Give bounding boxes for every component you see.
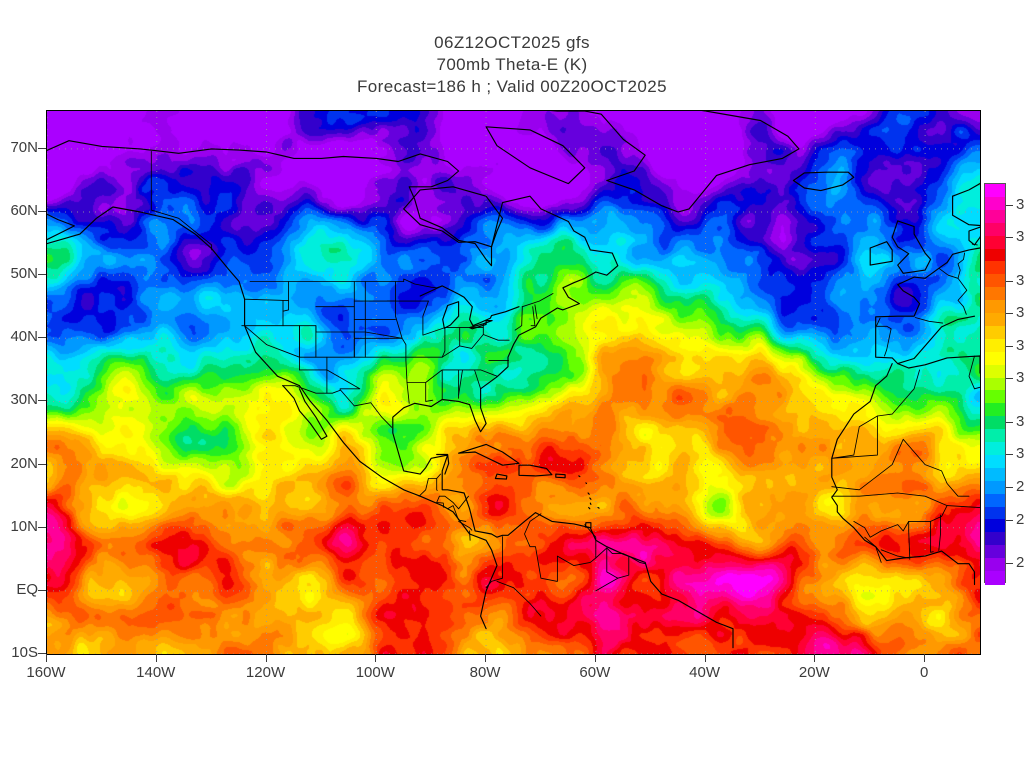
longitude-axis: 160W 140W 120W 100W 80W 60W 40W 20W 0 bbox=[0, 654, 1024, 694]
latitude-tick-label: 40N bbox=[10, 328, 38, 346]
colorbar-band bbox=[985, 519, 1005, 533]
colorbar-band bbox=[985, 377, 1005, 392]
colorbar-band bbox=[985, 325, 1005, 340]
latitude-tick-label: 50N bbox=[10, 265, 38, 283]
colorbar-band bbox=[985, 403, 1005, 417]
longitude-tick-label: 160W bbox=[26, 664, 66, 681]
latitude-tick-label: 10S bbox=[11, 644, 38, 661]
colorbar-tick-label: 276 bbox=[1016, 554, 1024, 572]
colorbar-ticks bbox=[1006, 183, 1013, 583]
colorbar-tick-label: 375 bbox=[1016, 195, 1024, 213]
colorbar-band bbox=[985, 429, 1005, 443]
map-gridlines bbox=[47, 111, 980, 654]
colorbar-band bbox=[985, 545, 1005, 559]
colorbar-band bbox=[985, 390, 1005, 404]
longitude-tick-label: 80W bbox=[469, 664, 501, 681]
title-line-variable: 700mb Theta-E (K) bbox=[436, 55, 588, 74]
colorbar-band bbox=[985, 287, 1005, 301]
latitude-tick-label: 60N bbox=[10, 202, 38, 220]
longitude-tick-label: 40W bbox=[689, 664, 720, 681]
colorbar-band bbox=[985, 274, 1005, 288]
colorbar-tick-label: 315 bbox=[1016, 412, 1024, 430]
latitude-tick-label: 70N bbox=[10, 138, 38, 156]
theta-e-field bbox=[47, 111, 980, 654]
colorbar-band bbox=[985, 364, 1005, 379]
colorbar-band bbox=[985, 480, 1005, 495]
colorbar-tick-label: 366 bbox=[1016, 228, 1024, 246]
longitude-tick-label: 20W bbox=[798, 664, 830, 681]
colorbar-band bbox=[985, 300, 1005, 314]
colorbar-band bbox=[985, 313, 1005, 327]
longitude-tick-label: 60W bbox=[579, 664, 611, 681]
colorbar-band bbox=[985, 209, 1005, 224]
colorbar-tick-label: 354 bbox=[1016, 271, 1024, 289]
latitude-tick-label: 10N bbox=[10, 517, 38, 535]
latitude-tick-label: 20N bbox=[10, 454, 38, 472]
colorbar-tick-label: 327 bbox=[1016, 369, 1024, 387]
weather-map-plot[interactable] bbox=[46, 110, 981, 655]
chart-title-block: 06Z12OCT2025 gfs 700mb Theta-E (K) Forec… bbox=[0, 32, 1024, 98]
colorbar-band bbox=[985, 338, 1005, 353]
longitude-tick-label: 100W bbox=[355, 664, 395, 681]
colorbar-band bbox=[985, 235, 1005, 250]
colorbar-tick-label: 336 bbox=[1016, 336, 1024, 354]
colorbar-band bbox=[985, 506, 1005, 521]
longitude-tick-label: 120W bbox=[245, 664, 286, 681]
latitude-tick-label: 30N bbox=[10, 391, 38, 409]
longitude-tick-label: 140W bbox=[136, 664, 176, 681]
colorbar-band bbox=[985, 248, 1005, 263]
colorbar: 375 366 354 345 336 327 315 306 297 288 276 bbox=[984, 183, 1024, 585]
colorbar-band bbox=[985, 351, 1005, 366]
latitude-axis: 70N 60N 50N 40N 30N 20N 10N EQ 10S bbox=[0, 0, 46, 768]
colorbar-tick-label: 345 bbox=[1016, 304, 1024, 322]
colorbar-band bbox=[985, 571, 1005, 585]
colorbar-band bbox=[985, 532, 1005, 546]
colorbar-band bbox=[985, 454, 1005, 469]
colorbar-tick-label: 297 bbox=[1016, 478, 1024, 496]
latitude-tick-label: EQ bbox=[16, 580, 38, 598]
colorbar-tick-label: 306 bbox=[1016, 445, 1024, 463]
colorbar-tick-label: 288 bbox=[1016, 510, 1024, 528]
political-borders bbox=[150, 150, 980, 617]
colorbar-band bbox=[985, 184, 1005, 198]
colorbar-band bbox=[985, 196, 1005, 211]
colorbar-band bbox=[985, 222, 1005, 237]
latitude-axis-ticks bbox=[38, 0, 46, 768]
colorbar-band bbox=[985, 558, 1005, 572]
colorbar-band bbox=[985, 467, 1005, 482]
title-line-valid: Forecast=186 h ; Valid 00Z20OCT2025 bbox=[357, 77, 667, 96]
coastlines bbox=[47, 111, 980, 649]
colorbar-gradient bbox=[984, 183, 1006, 585]
colorbar-band bbox=[985, 442, 1005, 456]
map-overlay-geography bbox=[47, 111, 980, 654]
longitude-tick-label: 0 bbox=[919, 664, 929, 681]
colorbar-tick-labels: 375 366 354 345 336 327 315 306 297 288 276 bbox=[1016, 183, 1024, 583]
colorbar-band bbox=[985, 416, 1005, 430]
title-line-init: 06Z12OCT2025 gfs bbox=[434, 33, 590, 52]
colorbar-band bbox=[985, 261, 1005, 275]
colorbar-band bbox=[985, 493, 1005, 508]
